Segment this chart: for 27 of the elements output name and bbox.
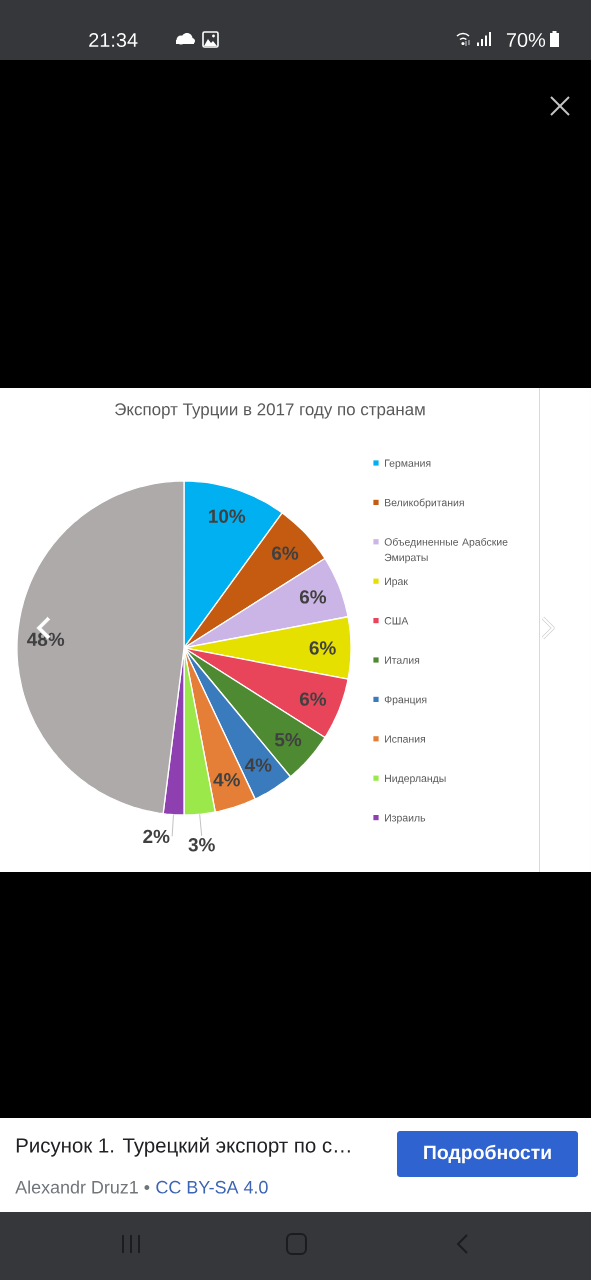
data-label: 10%	[209, 509, 246, 523]
data-label: 6%	[299, 590, 327, 604]
legend-label: Израиль	[385, 814, 426, 824]
text: CC BY-SA 4.0	[156, 1180, 268, 1194]
text: Alexandr Druz1 •	[15, 1180, 150, 1194]
chart-title: Экспорт Турции в 2017 году по странам	[115, 403, 425, 419]
data-label: 3%	[188, 838, 215, 852]
data-label: 4%	[244, 758, 272, 772]
text: Подробности	[424, 1144, 551, 1164]
legend-label: Ирак	[385, 577, 408, 588]
legend-label: Испания	[385, 735, 425, 743]
legend-label: Нидерланды	[385, 774, 446, 785]
legend-label: Германия	[385, 459, 431, 469]
legend-label: Великобритания	[385, 498, 464, 509]
text: Рисунок 1. Турецкий экспорт по с…	[16, 1137, 350, 1157]
data-label: 6%	[272, 546, 299, 560]
legend-label: Франция	[384, 695, 427, 706]
data-label: 6%	[299, 692, 327, 706]
legend-label: Объединенные Арабские Эмираты	[384, 537, 508, 564]
data-label: 2%	[143, 829, 170, 844]
legend-label: США	[384, 617, 409, 625]
text: 70%	[506, 32, 546, 48]
legend-label: Италия	[385, 656, 420, 664]
data-label: 5%	[274, 732, 302, 747]
data-label: 4%	[213, 773, 240, 787]
text: 21:34	[89, 32, 138, 48]
data-label: 6%	[309, 641, 336, 655]
